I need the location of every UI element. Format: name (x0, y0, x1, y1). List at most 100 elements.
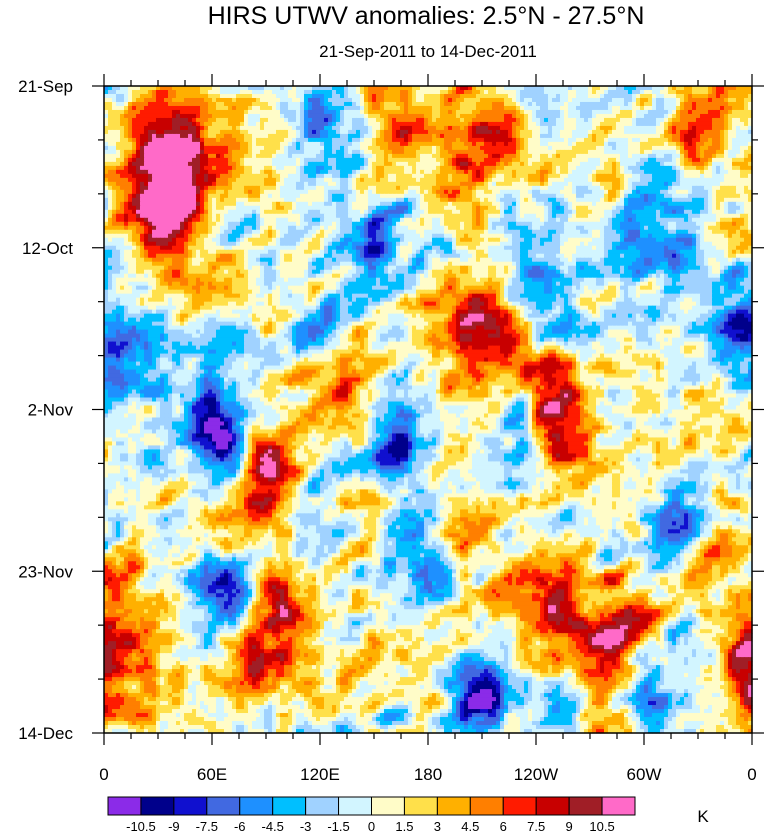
heatmap-cell (356, 193, 361, 199)
heatmap-cell (656, 117, 661, 123)
heatmap-cell (156, 177, 161, 183)
heatmap-cell (476, 125, 481, 131)
heatmap-cell (364, 109, 369, 115)
heatmap-cell (120, 205, 125, 211)
heatmap-cell (312, 165, 317, 171)
heatmap-cell (516, 93, 521, 99)
heatmap-cell (308, 121, 313, 127)
heatmap-cell (272, 149, 277, 155)
heatmap-cell (364, 125, 369, 131)
heatmap-cell (456, 157, 461, 163)
heatmap-cell (508, 153, 513, 159)
heatmap-cell (436, 177, 441, 183)
heatmap-cell (744, 93, 749, 99)
heatmap-cell (572, 161, 577, 167)
heatmap-cell (680, 89, 685, 95)
heatmap-cell (124, 141, 129, 147)
heatmap-cell (736, 157, 741, 163)
heatmap-cell (320, 121, 325, 127)
heatmap-cell (744, 86, 749, 91)
heatmap-cell (156, 109, 161, 115)
heatmap-cell (456, 89, 461, 95)
heatmap-cell (564, 185, 569, 191)
heatmap-cell (748, 165, 753, 171)
heatmap-cell (244, 181, 249, 187)
heatmap-cell (628, 201, 633, 207)
heatmap-cell (532, 101, 537, 107)
heatmap-cell (520, 129, 525, 135)
heatmap-cell (404, 141, 409, 147)
heatmap-cell (272, 137, 277, 143)
heatmap-cell (376, 165, 381, 171)
heatmap-cell (320, 177, 325, 183)
heatmap-cell (268, 189, 273, 195)
heatmap-cell (252, 113, 257, 119)
heatmap-cell (296, 133, 301, 139)
heatmap-cell (376, 113, 381, 119)
heatmap-cell (704, 145, 709, 151)
heatmap-cell (288, 137, 293, 143)
heatmap-cell (348, 169, 353, 175)
heatmap-cell (412, 93, 417, 99)
heatmap-cell (544, 181, 549, 187)
heatmap-cell (260, 133, 265, 139)
heatmap-cell (280, 109, 285, 115)
heatmap-cell (232, 129, 237, 135)
heatmap-cell (404, 89, 409, 95)
heatmap-cell (164, 121, 169, 127)
heatmap-cell (720, 181, 725, 187)
heatmap-cell (428, 149, 433, 155)
heatmap-cell (384, 153, 389, 159)
heatmap-cell (424, 137, 429, 143)
heatmap-cell (140, 157, 145, 163)
heatmap-cell (144, 193, 149, 199)
heatmap-cell (604, 89, 609, 95)
heatmap-cell (516, 89, 521, 95)
heatmap-cell (620, 161, 625, 167)
heatmap-cell (616, 165, 621, 171)
heatmap-cell (144, 125, 149, 131)
heatmap-cell (616, 181, 621, 187)
heatmap-cell (232, 93, 237, 99)
heatmap-cell (348, 86, 353, 91)
heatmap-cell (516, 177, 521, 183)
heatmap-cell (244, 121, 249, 127)
heatmap-cell (716, 109, 721, 115)
heatmap-cell (164, 129, 169, 135)
heatmap-cell (304, 201, 309, 207)
heatmap-cell (264, 173, 269, 179)
heatmap-cell (284, 161, 289, 167)
heatmap-cell (404, 173, 409, 179)
heatmap-cell (416, 185, 421, 191)
heatmap-cell (652, 165, 657, 171)
heatmap-cell (124, 121, 129, 127)
heatmap-cell (212, 117, 217, 123)
heatmap-cell (580, 105, 585, 111)
heatmap-cell (344, 137, 349, 143)
heatmap-cell (688, 181, 693, 187)
heatmap-cell (544, 173, 549, 179)
heatmap-cell (712, 105, 717, 111)
heatmap-cell (696, 129, 701, 135)
heatmap-cell (644, 145, 649, 151)
heatmap-cell (164, 113, 169, 119)
heatmap-cell (400, 189, 405, 195)
heatmap-cell (372, 165, 377, 171)
heatmap-cell (248, 109, 253, 115)
heatmap-cell (144, 109, 149, 115)
heatmap-cell (272, 141, 277, 147)
heatmap-cell (180, 93, 185, 99)
heatmap-cell (500, 189, 505, 195)
heatmap-cell (388, 185, 393, 191)
heatmap-cell (616, 89, 621, 95)
heatmap-cell (740, 201, 745, 207)
heatmap-cell (480, 161, 485, 167)
heatmap-cell (604, 197, 609, 203)
heatmap-cell (464, 169, 469, 175)
heatmap-cell (140, 121, 145, 127)
heatmap-cell (500, 177, 505, 183)
heatmap-cell (132, 97, 137, 103)
heatmap-cell (540, 89, 545, 95)
heatmap-cell (264, 125, 269, 131)
heatmap-cell (728, 89, 733, 95)
